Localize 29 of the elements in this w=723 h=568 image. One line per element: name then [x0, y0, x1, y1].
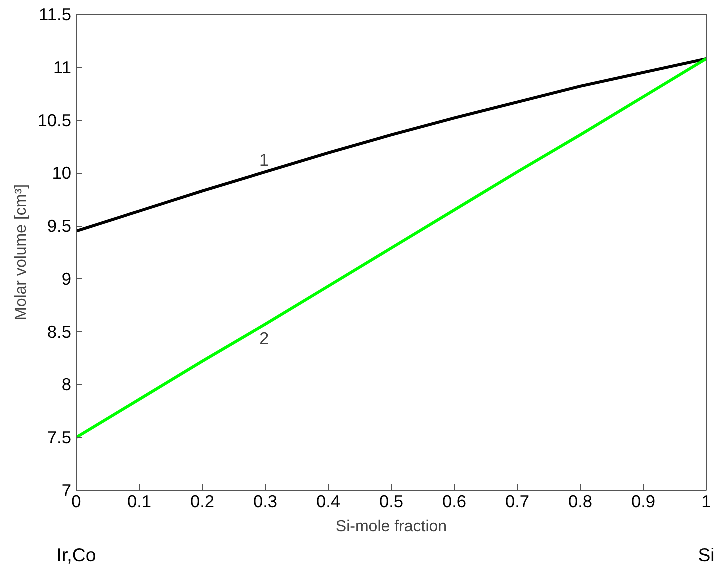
x-tick-label: 0.6	[442, 492, 467, 512]
y-tick-label: 11.5	[39, 4, 72, 24]
y-tick-label: 7.5	[47, 428, 72, 448]
x-tick-label: 0.9	[631, 492, 656, 512]
annotation: 1	[260, 150, 270, 170]
y-tick-label: 10	[52, 163, 72, 184]
text: Si	[698, 544, 715, 566]
text: Ir,Co	[56, 544, 96, 566]
x-tick-label: 0.7	[505, 492, 530, 512]
y-tick-label: 10.5	[38, 110, 72, 130]
x-tick-label: 0.1	[127, 492, 152, 512]
y-tick-label: 11	[54, 57, 72, 78]
y-tick-label: 7	[62, 480, 72, 500]
x-tick-label: 0.2	[190, 492, 215, 512]
x-tick-label: 0.4	[316, 492, 341, 512]
x-tick-label: 1	[702, 492, 712, 512]
x-tick-label: 0.3	[253, 492, 278, 512]
y-tick-label: 9	[62, 268, 72, 289]
y-tick-label: 9.5	[47, 216, 72, 236]
annotation: 2	[260, 328, 270, 348]
x-tick-label: 0.5	[379, 492, 404, 512]
y-tick-label: 8	[62, 374, 72, 395]
x-tick-label: 0.8	[568, 492, 593, 512]
line-series	[76, 57, 706, 233]
line-series	[76, 57, 706, 440]
y-axis-title: Molar volume [cm³]	[12, 184, 30, 321]
x-tick-label: 0	[72, 492, 82, 512]
x-axis-title: Si-mole fraction	[336, 518, 448, 536]
y-tick-label: 8.5	[47, 322, 72, 342]
